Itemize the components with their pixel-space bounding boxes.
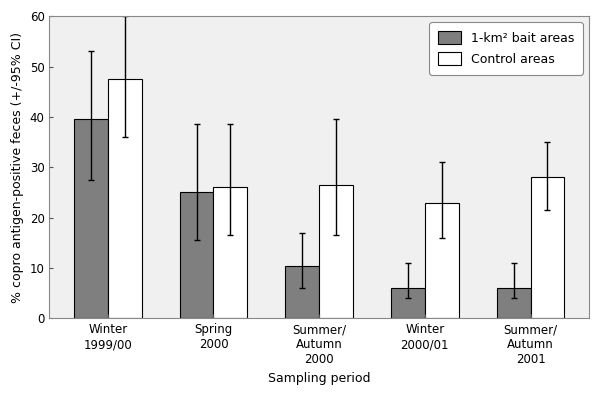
Bar [108, 79, 142, 318]
Bar [391, 288, 425, 318]
Bar [319, 185, 353, 318]
Bar [214, 187, 247, 318]
Bar [179, 192, 214, 318]
Bar [530, 177, 565, 318]
Y-axis label: % copro antigen-positive feces (+/-95% CI): % copro antigen-positive feces (+/-95% C… [11, 32, 24, 303]
Bar [497, 288, 530, 318]
Bar [74, 120, 108, 318]
Bar [425, 203, 458, 318]
Legend: 1-km² bait areas, Control areas: 1-km² bait areas, Control areas [429, 22, 583, 74]
X-axis label: Sampling period: Sampling period [268, 372, 370, 385]
Bar [286, 266, 319, 318]
